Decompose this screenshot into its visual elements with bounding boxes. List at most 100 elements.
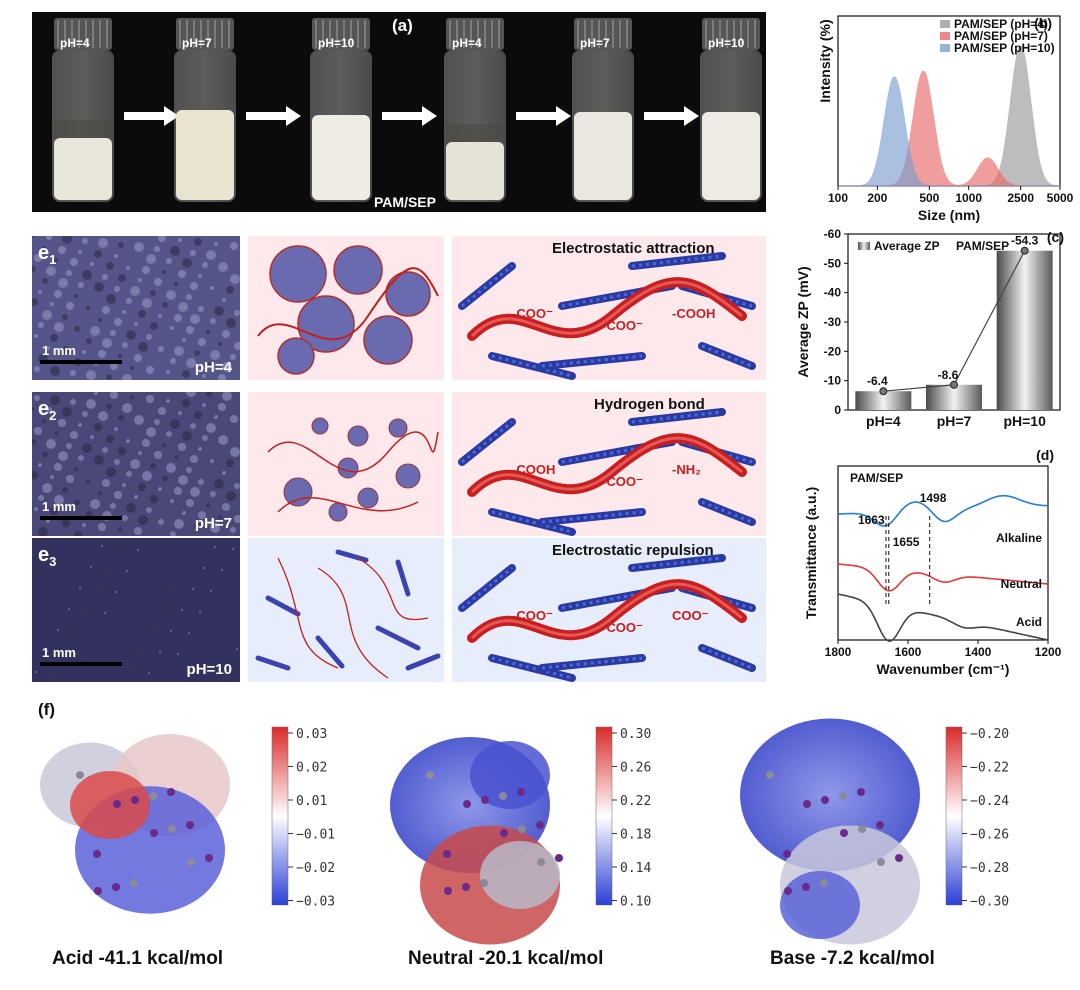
- vial-cap: [312, 18, 370, 50]
- panel-a-photo: (a) PAM/SEP pH=4 pH=7 pH=10 pH=4 pH=7 pH=10: [32, 12, 766, 212]
- functional-group-label: -COOH: [672, 306, 716, 321]
- atom: [840, 829, 848, 837]
- vial-content: [312, 115, 370, 200]
- atom: [187, 858, 195, 866]
- legend-swatch: [940, 20, 950, 28]
- panel-c-label: (c): [1047, 229, 1064, 245]
- y-tick-label: -50: [824, 256, 842, 270]
- ph-label: pH=10: [186, 661, 232, 678]
- micrograph: e1 1 mm pH=4: [32, 236, 240, 380]
- atom: [821, 796, 829, 804]
- atom: [443, 850, 451, 858]
- y-tick-label: 0: [834, 403, 841, 417]
- atom: [536, 821, 544, 829]
- atom: [94, 887, 102, 895]
- y-axis-title: Intensity (%): [817, 19, 833, 102]
- ph-label: pH=4: [194, 359, 232, 376]
- schematic-drawing: [267, 417, 439, 522]
- atom: [858, 825, 866, 833]
- colorbar: [945, 726, 963, 906]
- panel-c-chart: pH=4 pH=7 pH=10 -6.4 -8.6 -54.3 0 -10 -20 -30 -40 -…: [795, 227, 1064, 429]
- atom: [131, 796, 139, 804]
- x-tick-label: 1600: [895, 645, 922, 659]
- series-label: Alkaline: [996, 531, 1042, 545]
- spectrum-line: [837, 563, 1049, 592]
- data-label: -8.6: [938, 368, 959, 382]
- colorbar: [271, 726, 289, 906]
- panel-d-label: (d): [1036, 447, 1054, 463]
- legend-entry: PAM/SEP (pH=4): [954, 17, 1048, 31]
- atom: [463, 800, 471, 808]
- arrow-right-icon: [516, 106, 571, 126]
- x-tick-label: 500: [919, 191, 939, 205]
- arrow-right-icon: [382, 106, 437, 126]
- vial-content: [574, 112, 632, 200]
- legend-entry: Average ZP: [874, 239, 940, 253]
- functional-group-label: -COO⁻: [602, 620, 643, 635]
- atom: [803, 800, 811, 808]
- atom: [766, 771, 774, 779]
- x-tick-label: 100: [828, 191, 848, 205]
- x-tick-label: 1800: [825, 645, 852, 659]
- x-tick-label: 2500: [1007, 191, 1034, 205]
- esp-maps: 0.03 0.02 0.01 −0.01 −0.02 −0.03 0.30 0.26 0.22 0…: [40, 718, 1009, 945]
- mechanism-title: Electrostatic attraction: [552, 240, 715, 257]
- atom: [895, 854, 903, 862]
- chart-note: PAM/SEP: [850, 471, 903, 485]
- x-axis-title: Size (nm): [918, 207, 980, 223]
- colorbar-tick-label: 0.03: [296, 727, 327, 742]
- panel-e-label: e3: [38, 544, 57, 569]
- y-tick-label: -60: [824, 227, 842, 241]
- vial-cap: [446, 18, 504, 50]
- legend-entry: PAM/SEP (pH=7): [954, 29, 1048, 43]
- mechanism-diagram: Electrostatic attraction -COO⁻ -COO⁻ -COOH: [452, 236, 766, 380]
- x-tick-label: 1200: [1035, 645, 1062, 659]
- colorbar-tick-label: 0.22: [620, 794, 651, 809]
- data-point: [1020, 246, 1029, 255]
- y-tick-label: -40: [824, 286, 842, 300]
- panel-a-label: (a): [392, 16, 413, 35]
- plot-frame: [837, 465, 1049, 641]
- esp-surface: [780, 871, 860, 939]
- atom: [112, 883, 120, 891]
- legend-swatch: [940, 44, 950, 52]
- vial-supernatant: [446, 124, 504, 142]
- x-tick-label: pH=4: [866, 413, 901, 429]
- colorbar-tick-label: −0.24: [970, 794, 1009, 809]
- panel-a-caption: PAM/SEP: [374, 194, 436, 210]
- data-label: -6.4: [867, 374, 888, 388]
- atom: [555, 854, 563, 862]
- atom: [500, 829, 508, 837]
- aggregation-schematic: [248, 236, 444, 380]
- colorbar-tick-label: 0.01: [296, 794, 327, 809]
- arrow-right-icon: [644, 106, 699, 126]
- vial-label: pH=4: [452, 36, 482, 50]
- colorbar: [595, 726, 613, 906]
- colorbar-tick-label: 0.26: [620, 761, 651, 776]
- series-area: [838, 76, 1060, 187]
- scale-bar-label: 1 mm: [42, 343, 76, 358]
- ph-label: pH=7: [194, 515, 232, 532]
- functional-group-label: -COO⁻: [602, 474, 643, 489]
- panel-b-chart: 100 200 500 1000 2500 5000 Size (nm) Intensity …: [817, 15, 1074, 223]
- atom: [462, 883, 470, 891]
- functional-group-label: -NH₂: [672, 462, 701, 477]
- energy-acid: Acid -41.1 kcal/mol: [52, 948, 224, 969]
- x-tick-label: pH=7: [937, 413, 972, 429]
- scale-bar-label: 1 mm: [42, 499, 76, 514]
- vial-cap: [702, 18, 760, 50]
- atom: [205, 854, 213, 862]
- mechanism-diagram: Electrostatic repulsion -COO⁻ -COO⁻ COO⁻: [452, 538, 766, 682]
- atom: [150, 829, 158, 837]
- aggregation-schematic: [248, 538, 444, 682]
- legend-entry: PAM/SEP (pH=10): [954, 41, 1055, 55]
- atom: [186, 821, 194, 829]
- colorbar-tick-label: 0.02: [296, 761, 327, 776]
- peak-annotation: 1498: [920, 491, 947, 505]
- atom: [167, 788, 175, 796]
- vial-cap: [176, 18, 234, 50]
- colorbar-tick-label: −0.01: [296, 828, 335, 843]
- colorbar-tick-label: 0.18: [620, 828, 651, 843]
- atom: [784, 887, 792, 895]
- panel-f-label: (f): [38, 700, 55, 719]
